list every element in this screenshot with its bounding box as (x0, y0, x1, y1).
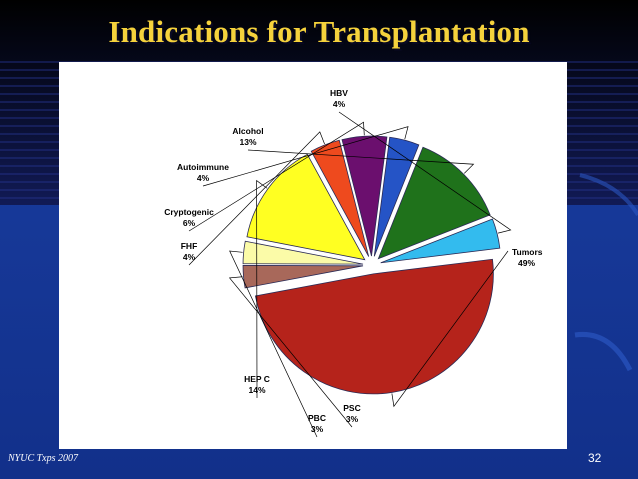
leader-line-hep-c (256, 179, 268, 399)
leader-line-alcohol (247, 149, 475, 174)
chart-panel: Tumors 49% PSC 3% PBC 3% HEP C 14% FHF 4% Cryptoge… (59, 62, 567, 449)
slice-label-hbv: HBV (330, 88, 348, 98)
slide-title: Indications for Transplantation (108, 14, 530, 49)
leader-line-autoimmune (202, 126, 409, 187)
slice-value-pbc: 3% (311, 424, 324, 434)
slice-label-psc: PSC (343, 403, 360, 413)
slice-label-alcohol: Alcohol (232, 126, 263, 136)
pie-slice-hbv (380, 218, 501, 264)
pie-slice-pbc (242, 240, 364, 265)
leader-line-psc (228, 276, 353, 428)
slice-value-alcohol: 13% (239, 137, 256, 147)
slice-value-hep-c: 14% (248, 385, 265, 395)
footer-text: NYUC Txps 2007 (8, 453, 79, 464)
pie-slice-tumors (254, 258, 494, 395)
slice-label-pbc: PBC (308, 413, 326, 423)
slice-label-autoimmune: Autoimmune (177, 162, 229, 172)
slice-value-cryptogenic: 6% (183, 218, 196, 228)
slice-value-psc: 3% (346, 414, 359, 424)
slice-value-fhf: 4% (183, 252, 196, 262)
slice-value-hbv: 4% (333, 99, 346, 109)
leader-line-fhf (188, 131, 325, 266)
leader-line-pbc (229, 250, 318, 438)
slice-value-autoimmune: 4% (197, 173, 210, 183)
leader-line-tumors (391, 250, 509, 408)
slice-value-tumors: 49% (518, 258, 535, 268)
pie-slice-alcohol (377, 146, 491, 260)
slice-label-tumors: Tumors (512, 247, 543, 257)
slice-label-fhf: FHF (181, 241, 198, 251)
pie-slice-cryptogenic (341, 135, 388, 257)
page-number: 32 (588, 451, 602, 465)
slice-label-hep-c: HEP C (244, 374, 270, 384)
pie-slice-psc (242, 264, 364, 289)
pie-slice-fhf (310, 139, 370, 257)
leader-line-hbv (338, 111, 512, 234)
pie-slice-autoimmune (373, 136, 420, 257)
slice-label-cryptogenic: Cryptogenic (164, 207, 214, 217)
leader-line-cryptogenic (188, 121, 365, 232)
